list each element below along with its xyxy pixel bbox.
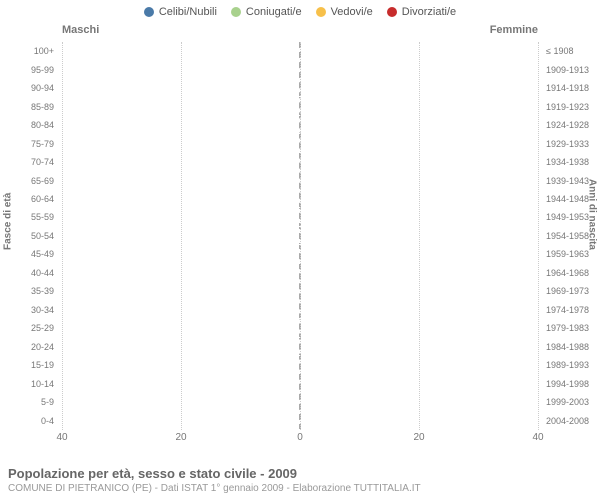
legend-swatch: [231, 7, 241, 17]
caption: Popolazione per età, sesso e stato civil…: [8, 466, 592, 494]
birth-label: 2004-2008: [542, 411, 600, 429]
birth-label: 1954-1958: [542, 227, 600, 245]
caption-subtitle: COMUNE DI PIETRANICO (PE) - Dati ISTAT 1…: [8, 483, 592, 494]
x-tick: 20: [413, 432, 424, 443]
gridline: [419, 42, 420, 430]
age-label: 45-49: [0, 245, 58, 263]
age-label: 80-84: [0, 116, 58, 134]
age-label: 95-99: [0, 60, 58, 78]
birth-label: 1929-1933: [542, 134, 600, 152]
age-label: 90-94: [0, 79, 58, 97]
gridline: [62, 42, 63, 430]
birth-label: 1924-1928: [542, 116, 600, 134]
gridline: [300, 42, 301, 430]
x-axis-ticks: 402002040: [62, 432, 538, 446]
legend-item: Coniugati/e: [231, 6, 302, 18]
legend-item: Vedovi/e: [316, 6, 373, 18]
legend-swatch: [316, 7, 326, 17]
gridline: [538, 42, 539, 430]
population-pyramid-chart: Celibi/Nubili Coniugati/e Vedovi/e Divorzia…: [0, 0, 600, 500]
age-label: 5-9: [0, 393, 58, 411]
age-label: 75-79: [0, 134, 58, 152]
legend: Celibi/Nubili Coniugati/e Vedovi/e Divorzia…: [0, 0, 600, 18]
age-label: 40-44: [0, 264, 58, 282]
birth-label: 1964-1968: [542, 264, 600, 282]
legend-label: Coniugati/e: [246, 6, 302, 18]
x-tick: 0: [297, 432, 303, 443]
x-tick: 20: [175, 432, 186, 443]
birth-label: ≤ 1908: [542, 42, 600, 60]
age-label: 20-24: [0, 338, 58, 356]
age-label: 70-74: [0, 153, 58, 171]
age-label: 65-69: [0, 171, 58, 189]
age-label: 55-59: [0, 208, 58, 226]
birth-label: 1934-1938: [542, 153, 600, 171]
legend-swatch: [387, 7, 397, 17]
y-axis-birth: ≤ 19081909-19131914-19181919-19231924-19…: [542, 42, 600, 430]
birth-label: 1999-2003: [542, 393, 600, 411]
birth-label: 1939-1943: [542, 171, 600, 189]
x-tick: 40: [532, 432, 543, 443]
birth-label: 1944-1948: [542, 190, 600, 208]
birth-label: 1974-1978: [542, 301, 600, 319]
birth-label: 1959-1963: [542, 245, 600, 263]
legend-item: Celibi/Nubili: [144, 6, 217, 18]
age-label: 15-19: [0, 356, 58, 374]
age-label: 10-14: [0, 374, 58, 392]
plot-area: [62, 42, 538, 430]
birth-label: 1969-1973: [542, 282, 600, 300]
age-label: 30-34: [0, 301, 58, 319]
age-label: 100+: [0, 42, 58, 60]
age-label: 25-29: [0, 319, 58, 337]
birth-label: 1989-1993: [542, 356, 600, 374]
birth-label: 1984-1988: [542, 338, 600, 356]
gender-labels: Maschi Femmine: [62, 24, 538, 36]
x-tick: 40: [56, 432, 67, 443]
age-label: 35-39: [0, 282, 58, 300]
birth-label: 1994-1998: [542, 374, 600, 392]
caption-title: Popolazione per età, sesso e stato civil…: [8, 466, 592, 481]
legend-label: Vedovi/e: [331, 6, 373, 18]
legend-swatch: [144, 7, 154, 17]
age-label: 85-89: [0, 97, 58, 115]
legend-label: Divorziati/e: [402, 6, 456, 18]
legend-label: Celibi/Nubili: [159, 6, 217, 18]
birth-label: 1914-1918: [542, 79, 600, 97]
y-axis-age: 100+95-9990-9485-8980-8475-7970-7465-696…: [0, 42, 58, 430]
birth-label: 1909-1913: [542, 60, 600, 78]
legend-item: Divorziati/e: [387, 6, 456, 18]
birth-label: 1919-1923: [542, 97, 600, 115]
age-label: 0-4: [0, 411, 58, 429]
label-male: Maschi: [62, 24, 99, 36]
birth-label: 1979-1983: [542, 319, 600, 337]
birth-label: 1949-1953: [542, 208, 600, 226]
age-label: 60-64: [0, 190, 58, 208]
age-label: 50-54: [0, 227, 58, 245]
gridline: [181, 42, 182, 430]
label-female: Femmine: [490, 24, 538, 36]
